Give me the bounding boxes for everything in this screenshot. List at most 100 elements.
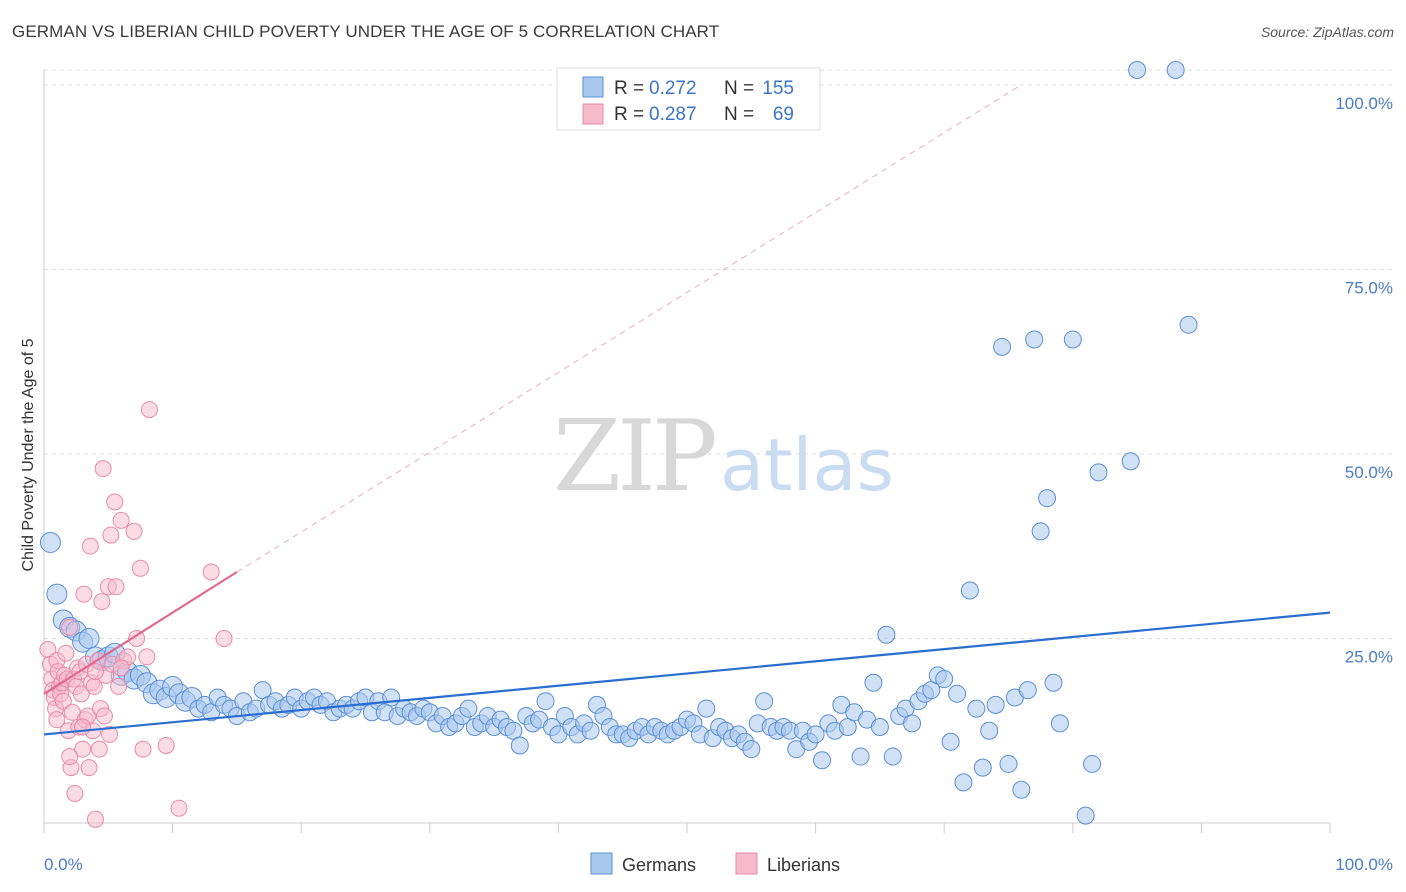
y-tick-label-3: 100.0% <box>1335 94 1393 113</box>
liberian-point-25 <box>72 685 90 703</box>
correlation-legend: R = 0.272 N = 155 R = 0.287 N = 69 <box>556 67 821 131</box>
german-point-102 <box>697 699 716 718</box>
liberian-point-66 <box>74 718 92 736</box>
liberian-point-64 <box>48 711 66 729</box>
y-tick-label-0: 25.0% <box>1345 647 1393 666</box>
german-trend-line <box>43 611 1331 736</box>
german-point-159 <box>1076 806 1095 825</box>
y-axis-label: Child Poverty Under the Age of 5 <box>20 338 37 571</box>
liberian-point-36 <box>86 810 104 828</box>
german-point-149 <box>999 754 1018 773</box>
german-point-155 <box>1038 489 1057 508</box>
liberian-point-54 <box>125 522 143 540</box>
german-point-139 <box>935 670 954 689</box>
y-tick-label-1: 50.0% <box>1345 463 1393 482</box>
liberian-point-50 <box>110 677 128 695</box>
german-point-161 <box>1089 463 1108 482</box>
german-point-111 <box>755 692 774 711</box>
source-credit: Source: ZipAtlas.com <box>1260 24 1394 40</box>
x-tick-label-0: 0.0% <box>44 855 83 874</box>
german-point-77 <box>536 692 555 711</box>
german-point-120 <box>813 751 832 770</box>
liberian-point-45 <box>101 725 119 743</box>
german-point-158 <box>1063 330 1082 349</box>
liberian-point-63 <box>215 629 233 647</box>
german-point-141 <box>948 684 967 703</box>
legend-german-r-value: 0.272 <box>649 78 697 99</box>
liberian-point-48 <box>106 493 124 511</box>
liberian-point-68 <box>112 659 130 677</box>
german-point-140 <box>941 732 960 751</box>
liberian-point-41 <box>94 460 112 478</box>
liberian-point-67 <box>86 663 104 681</box>
german-point-109 <box>742 740 761 759</box>
liberian-point-46 <box>102 526 120 544</box>
german-point-145 <box>973 758 992 777</box>
german-point-6 <box>78 627 100 649</box>
liberian-point-20 <box>66 784 84 802</box>
liberian-point-57 <box>134 740 152 758</box>
german-point-165 <box>1179 315 1198 334</box>
bottom-legend-german-swatch <box>590 852 613 875</box>
german-point-142 <box>954 773 973 792</box>
german-point-73 <box>510 736 529 755</box>
german-point-131 <box>883 747 902 766</box>
german-point-134 <box>903 714 922 733</box>
liberian-point-51 <box>112 511 130 529</box>
liberian-point-38 <box>90 740 108 758</box>
liberian-trend-line <box>43 571 238 695</box>
german-point-153 <box>1025 330 1044 349</box>
y-tick-labels: 25.0% 50.0% 75.0% 100.0% <box>1335 94 1393 667</box>
german-point-156 <box>1044 673 1063 692</box>
series-legend: Germans Liberians <box>590 852 840 875</box>
german-point-152 <box>1018 681 1037 700</box>
german-point-164 <box>1166 61 1185 79</box>
german-point-163 <box>1128 61 1147 79</box>
german-point-0 <box>39 531 61 553</box>
bottom-legend-liberian-label: Liberians <box>767 855 840 875</box>
watermark-atlas: atlas <box>720 423 894 507</box>
legend-liberian-r-label: R = <box>614 104 644 125</box>
german-point-128 <box>864 673 883 692</box>
german-point-119 <box>806 725 825 744</box>
liberian-point-27 <box>75 585 93 603</box>
liberian-point-55 <box>128 629 146 647</box>
german-point-151 <box>1012 780 1031 799</box>
y-tick-label-2: 75.0% <box>1345 278 1393 297</box>
liberian-point-58 <box>138 648 156 666</box>
bottom-legend-liberian-swatch <box>735 852 758 875</box>
liberian-point-56 <box>131 559 149 577</box>
legend-liberian-r-value: 0.287 <box>649 104 697 125</box>
german-point-162 <box>1121 452 1140 471</box>
german-point-154 <box>1031 522 1050 541</box>
liberian-point-32 <box>81 537 99 555</box>
liberian-point-62 <box>202 563 220 581</box>
german-point-129 <box>870 718 889 737</box>
liberian-point-40 <box>93 593 111 611</box>
german-point-130 <box>877 625 896 644</box>
axes <box>43 70 1331 833</box>
liberian-point-16 <box>61 618 79 636</box>
german-point-160 <box>1083 754 1102 773</box>
chart-title: GERMAN VS LIBERIAN CHILD POVERTY UNDER T… <box>12 22 720 41</box>
legend-liberian-n-label: N = <box>724 104 754 125</box>
liberian-point-11 <box>54 692 72 710</box>
liberian-point-61 <box>170 799 188 817</box>
grid-lines <box>44 69 1395 639</box>
liberian-point-60 <box>157 736 175 754</box>
german-point-84 <box>581 721 600 740</box>
legend-german-r-label: R = <box>614 78 644 99</box>
german-point-157 <box>1050 714 1069 733</box>
german-point-65 <box>459 699 478 718</box>
watermark: ZIP atlas <box>553 400 894 514</box>
legend-liberian-swatch <box>582 103 604 125</box>
liberian-point-31 <box>80 759 98 777</box>
german-point-146 <box>980 721 999 740</box>
x-tick-label-1: 100.0% <box>1335 855 1393 874</box>
liberian-point-49 <box>107 578 125 596</box>
liberian-point-59 <box>140 401 158 419</box>
watermark-zip: ZIP <box>553 400 715 514</box>
legend-german-n-label: N = <box>724 78 754 99</box>
liberian-point-13 <box>57 644 75 662</box>
